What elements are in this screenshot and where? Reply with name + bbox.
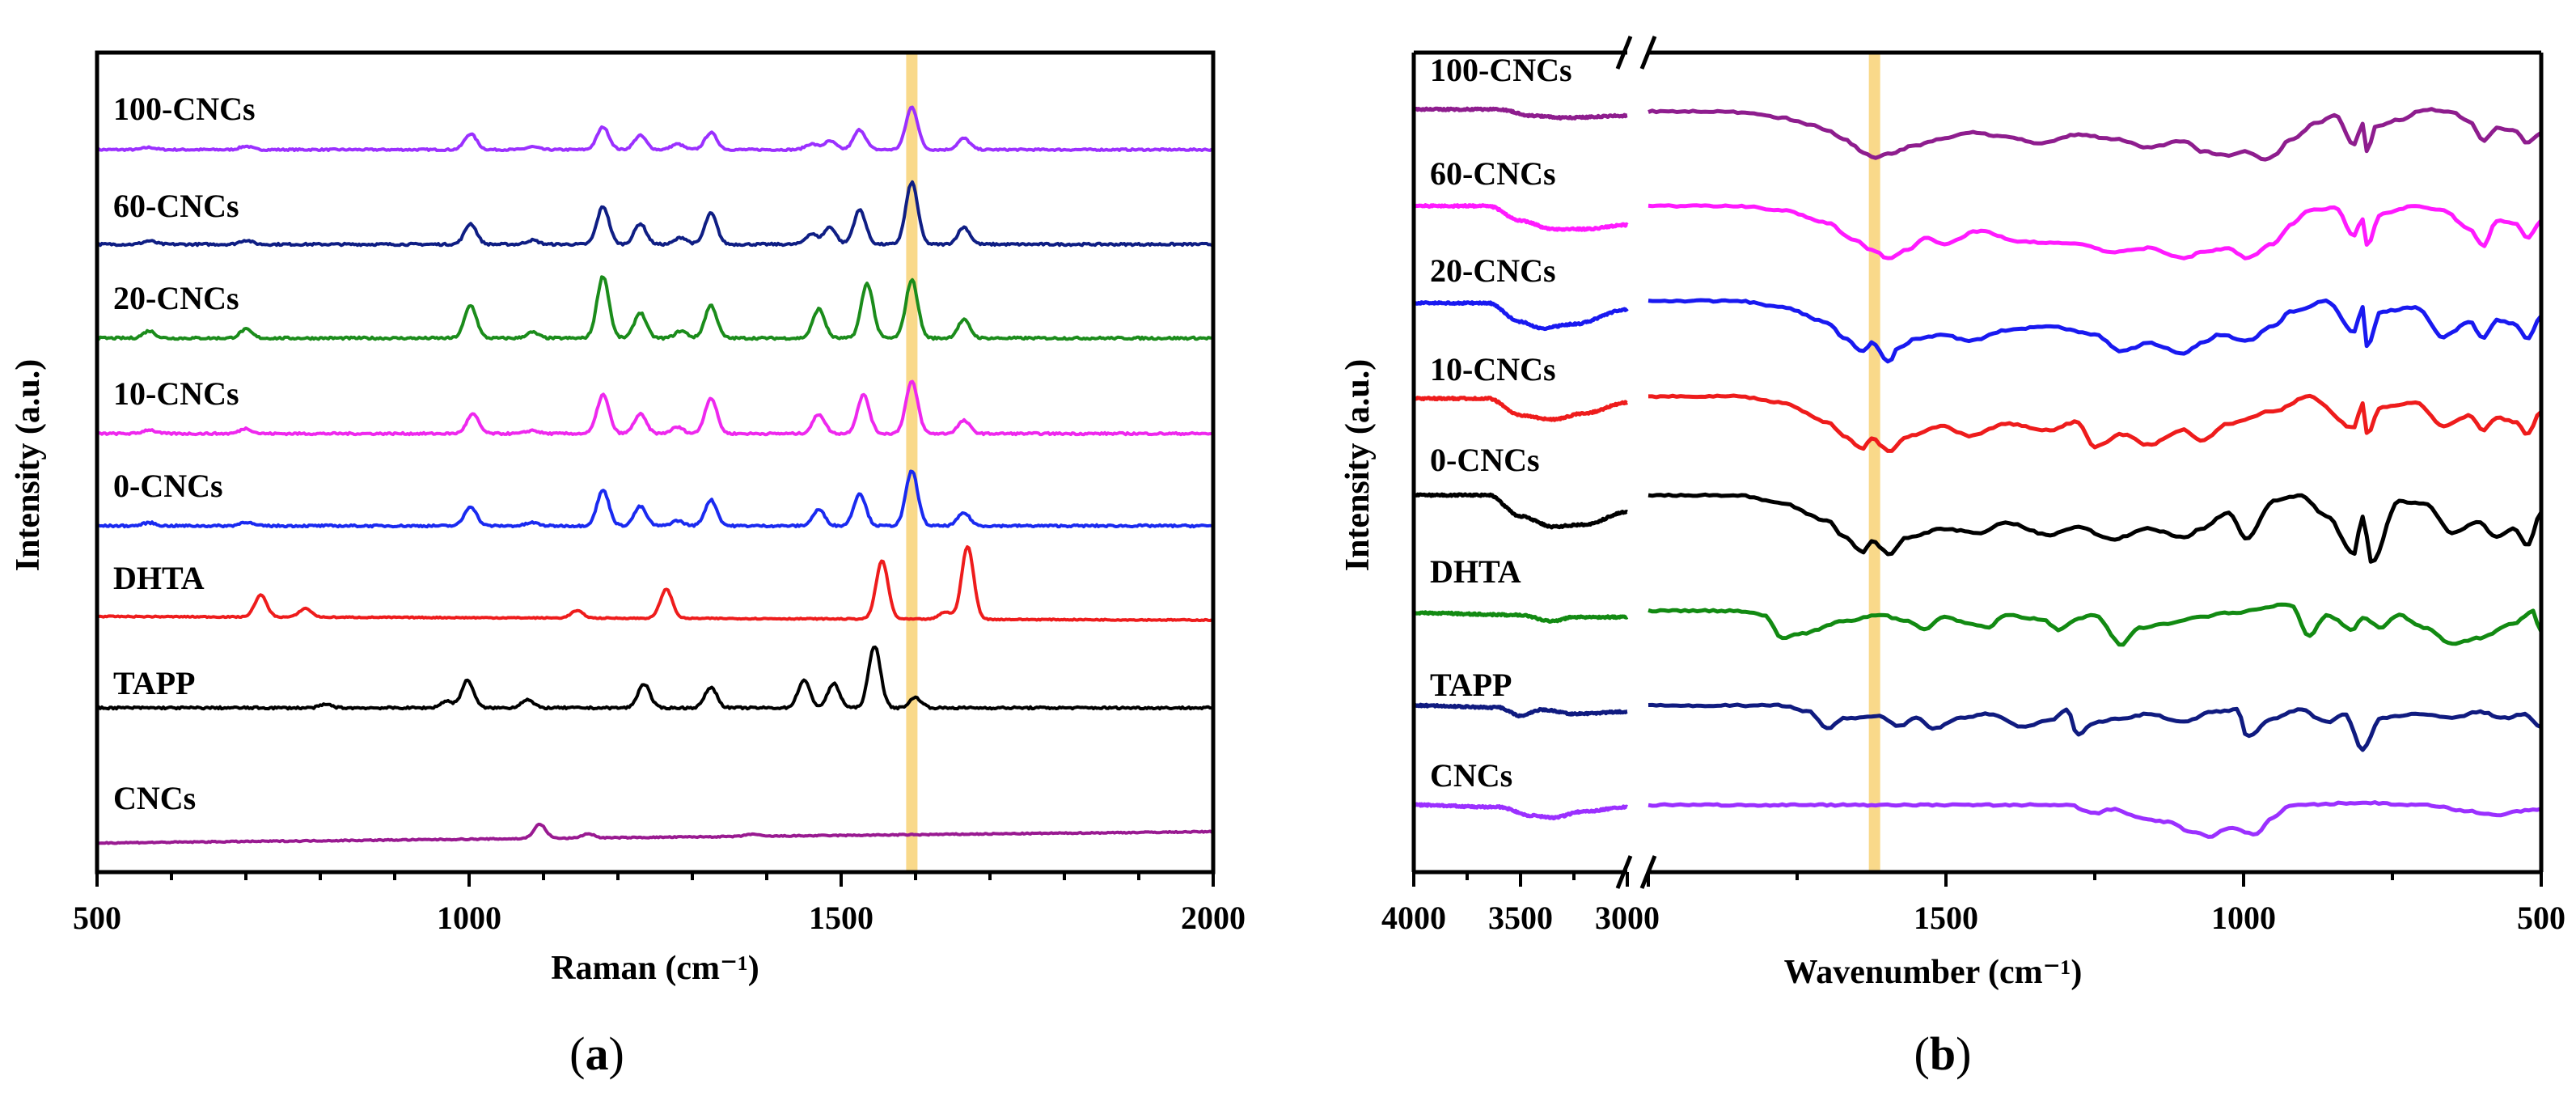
panel-b-break-mark-top-1 [1615, 36, 1633, 70]
panel-b-series-label: 0-CNCs [1430, 442, 1540, 478]
panel-b-series-label: 100-CNCs [1430, 52, 1572, 88]
panel-a-x-tick-label: 1500 [809, 900, 873, 936]
panel-b-series-line-left [1412, 492, 1629, 530]
panel-a-series-label: CNCs [113, 780, 196, 816]
panel-b-series-line-right [1648, 702, 2543, 752]
panel-b-series-group [1412, 106, 2544, 839]
panel-a-x-ticks: 500 1000 1500 2000 [73, 872, 1246, 936]
panel-b-series-line-left [1412, 702, 1629, 718]
panel-a-series-group [95, 105, 1215, 845]
panel-b-break-mark-bottom-1 [1615, 855, 1633, 889]
panel-a-series-line [95, 645, 1215, 711]
panel-b-series-line-right [1648, 393, 2543, 453]
panel-b-label: (b) [1914, 1027, 1972, 1080]
panel-b-series-label: 60-CNCs [1430, 155, 1556, 192]
panel-a-series-label: TAPP [113, 665, 195, 701]
panel-b-x-tick-label: 3500 [1488, 900, 1553, 936]
panel-b-series-line-left [1412, 396, 1629, 422]
panel-a-series-line [95, 105, 1214, 152]
panel-a-raman: 100-CNCs 60-CNCs 20-CNCs 10-CNCs 0-CNCs DHTA T… [10, 50, 1246, 1080]
panel-b-x-tick-label: 500 [2517, 900, 2565, 936]
panel-b-x-tick-label: 3000 [1595, 900, 1660, 936]
panel-b-series-label: 20-CNCs [1430, 252, 1556, 289]
panel-b-series-line-right [1648, 800, 2542, 839]
panel-b-series-label: 10-CNCs [1430, 351, 1556, 388]
panel-b-series-line-left [1412, 610, 1629, 624]
panel-a-series-line [96, 469, 1214, 529]
panel-a-series-line [96, 275, 1214, 341]
panel-b-series-line-right [1648, 602, 2544, 647]
panel-a-x-tick-label: 1000 [437, 900, 501, 936]
panel-a-series-label: 20-CNCs [113, 280, 239, 316]
panel-b-series-labels: 100-CNCs 60-CNCs 20-CNCs 10-CNCs 0-CNCs DHTA T… [1430, 52, 1572, 794]
panel-a-series-line [95, 180, 1214, 248]
panel-b-series-label: DHTA [1430, 553, 1521, 590]
panel-a-x-tick-label: 500 [73, 900, 121, 936]
panel-b-x-axis-label: Wavenumber (cm⁻¹) [1784, 954, 2083, 991]
panel-b-plot-frame [1411, 36, 2544, 889]
panel-b-label-open: ( [1914, 1027, 1930, 1080]
panel-b-y-axis-label: Intensity (a.u.) [1339, 359, 1377, 572]
panel-a-plot-frame [95, 50, 1216, 875]
panel-a-label-open: ( [569, 1027, 585, 1080]
panel-a-highlight-band [906, 54, 918, 872]
panel-a-series-line [96, 822, 1214, 845]
panel-a-series-line [96, 545, 1214, 622]
panel-b-ftir: 100-CNCs 60-CNCs 20-CNCs 10-CNCs 0-CNCs DHTA T… [1339, 36, 2565, 1080]
panel-a-series-labels: 100-CNCs 60-CNCs 20-CNCs 10-CNCs 0-CNCs DHTA T… [113, 91, 256, 816]
panel-b-series-line-right [1648, 203, 2543, 260]
panel-b-label-letter: b [1930, 1027, 1956, 1080]
panel-b-series-label: CNCs [1430, 757, 1512, 794]
panel-a-series-label: 10-CNCs [113, 375, 239, 412]
panel-a-series-label: DHTA [113, 560, 205, 596]
panel-a-series-label: 100-CNCs [113, 91, 256, 127]
panel-b-x-tick-label: 4000 [1381, 900, 1446, 936]
panel-a-label-close: ) [609, 1027, 624, 1080]
panel-a-series-label: 0-CNCs [113, 468, 223, 504]
panel-b-label-close: ) [1956, 1027, 1971, 1080]
panel-b-series-label: TAPP [1430, 667, 1512, 703]
panel-a-label: (a) [569, 1027, 624, 1080]
panel-a-x-axis-label: Raman (cm⁻¹) [551, 950, 759, 987]
panel-b-series-line-left [1412, 300, 1629, 332]
panel-b-break-mark-top-2 [1639, 36, 1657, 70]
panel-b-series-line-right [1648, 492, 2544, 564]
panel-b-highlight-band [1868, 54, 1880, 872]
panel-a-y-axis-label: Intensity (a.u.) [10, 359, 47, 572]
panel-b-series-line-left [1412, 203, 1629, 232]
panel-b-x-tick-label: 1000 [2211, 900, 2276, 936]
panel-a-x-tick-label: 2000 [1181, 900, 1246, 936]
panel-a-series-label: 60-CNCs [113, 188, 239, 224]
panel-b-series-line-left [1412, 106, 1629, 121]
panel-b-series-line-left [1412, 802, 1629, 821]
panel-b-series-line-right [1648, 298, 2543, 364]
panel-b-series-line-right [1648, 107, 2543, 162]
panel-a-label-letter: a [586, 1027, 609, 1080]
panel-a-series-line [96, 379, 1214, 437]
panel-b-x-tick-label: 1500 [1914, 900, 1978, 936]
